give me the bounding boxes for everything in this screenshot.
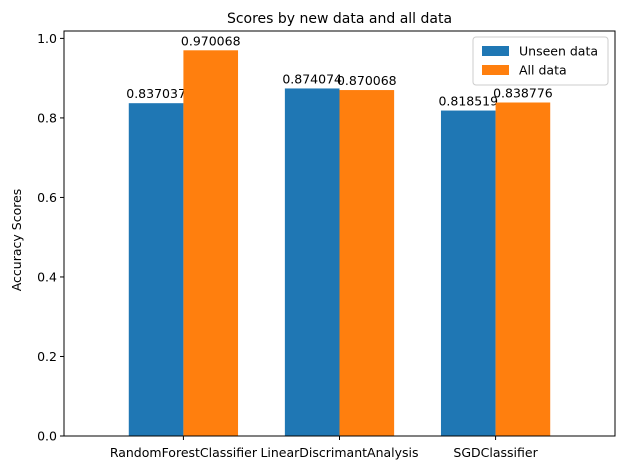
plot-area: 0.837037 0.874074 0.818519 0.970068 0.870068… [37, 31, 553, 460]
data-label: 0.874074 [282, 71, 342, 86]
bar [440, 110, 496, 437]
legend: Unseen data All data [472, 36, 609, 86]
y-axis-label: Accuracy Scores [9, 189, 24, 292]
x-tick-label: SGDClassifier [453, 445, 538, 460]
axes-frame [63, 30, 616, 437]
data-label: 0.837037 [126, 86, 186, 101]
bar [339, 90, 395, 436]
legend-label: All data [519, 63, 567, 78]
legend-swatch [482, 46, 509, 56]
y-tick-label: 0.2 [37, 349, 57, 364]
bar [284, 88, 340, 437]
data-label: 0.838776 [493, 86, 553, 101]
bar [495, 102, 551, 436]
data-label: 0.970068 [181, 33, 241, 48]
x-tick-label: LinearDiscrimantAnalysis [260, 445, 418, 460]
y-tick-label: 1.0 [37, 31, 57, 46]
x-tick-label: RandomForestClassifier [110, 445, 258, 460]
data-label: 0.818519 [438, 94, 498, 109]
bar [128, 103, 184, 436]
y-tick-label: 0.8 [37, 110, 57, 125]
y-tick-label: 0.0 [37, 429, 57, 444]
y-tick-label: 0.6 [37, 190, 57, 205]
bar [183, 50, 239, 437]
legend-label: Unseen data [519, 44, 598, 59]
y-tick-label: 0.4 [37, 269, 57, 284]
legend-swatch [482, 65, 509, 75]
data-label: 0.870068 [337, 73, 397, 88]
chart-title: Scores by new data and all data [227, 11, 452, 27]
